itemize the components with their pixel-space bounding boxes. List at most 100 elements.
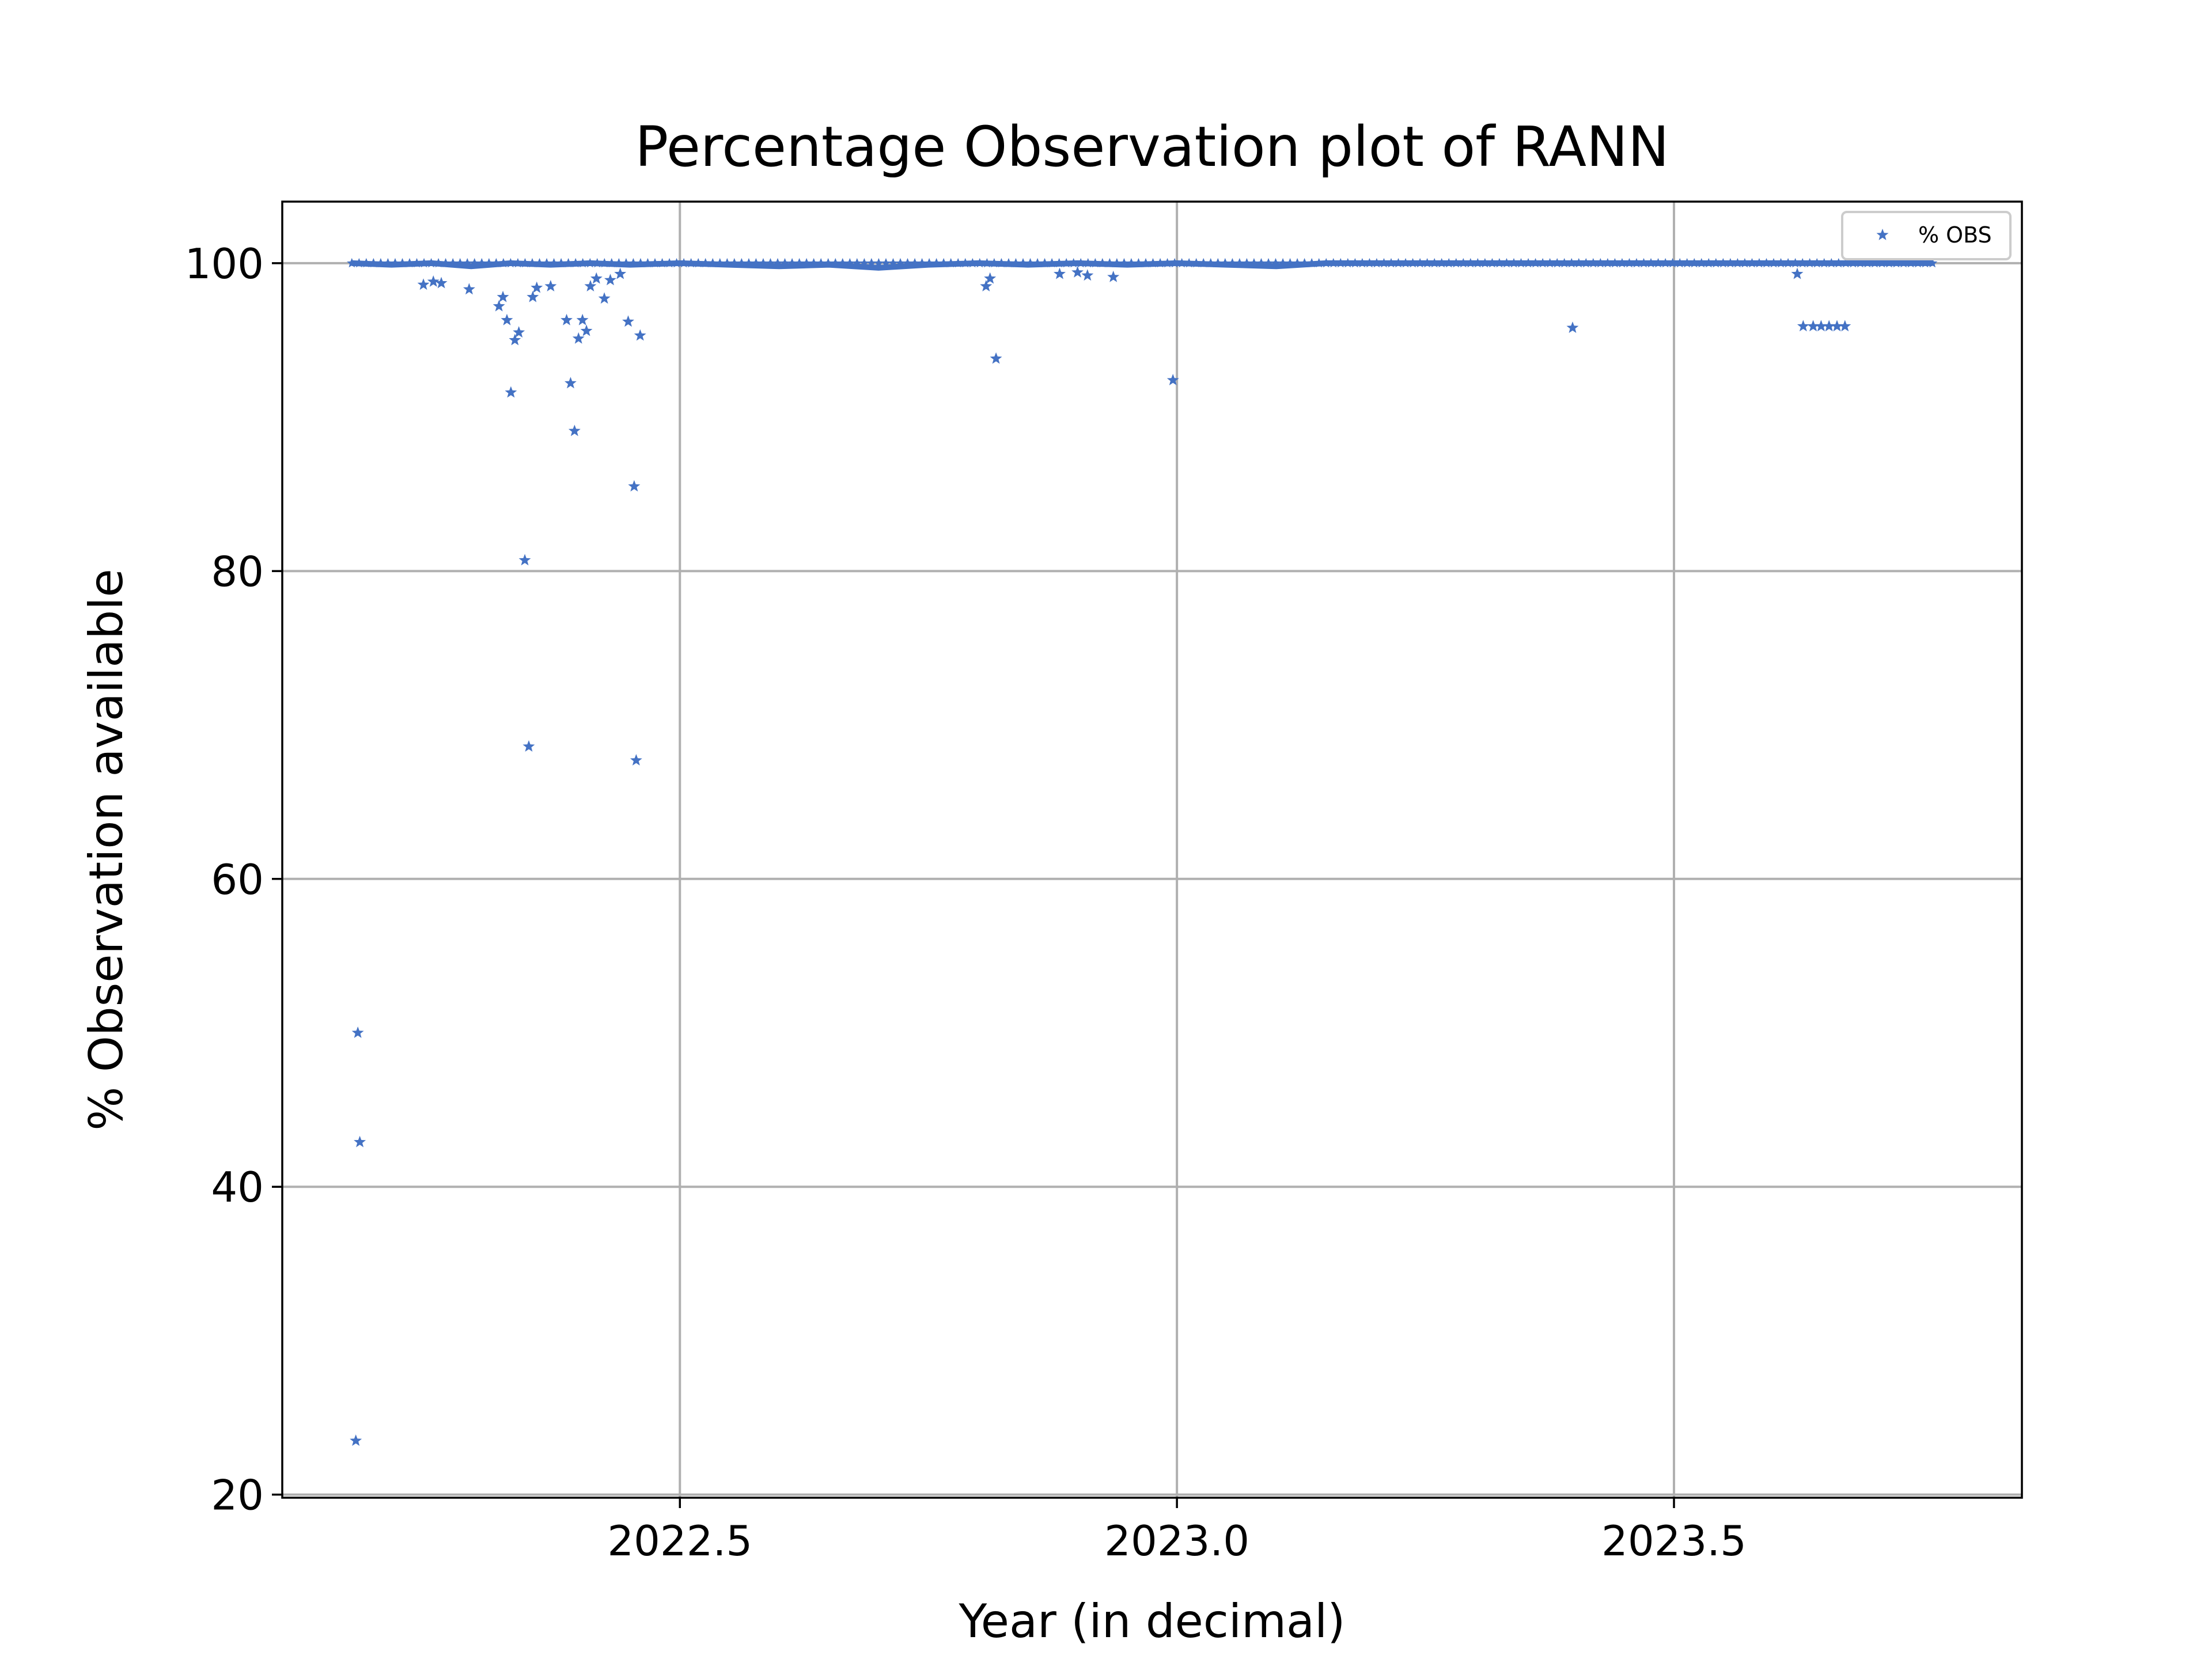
baseline-point [1480, 257, 1490, 268]
baseline-point [1869, 257, 1880, 268]
baseline-point [707, 257, 718, 268]
baseline-point [1083, 257, 1093, 268]
data-point [1791, 267, 1804, 279]
data-point [505, 386, 517, 398]
x-tick-label: 2022.5 [607, 1517, 752, 1565]
baseline-point [1588, 257, 1599, 268]
data-point [565, 377, 577, 389]
baseline-point [1003, 257, 1014, 268]
baseline-point [844, 257, 855, 268]
baseline-point [491, 257, 501, 268]
baseline-point [1018, 257, 1028, 268]
baseline-point [679, 257, 689, 268]
baseline-point [412, 257, 422, 268]
baseline-point [1855, 257, 1865, 268]
baseline-point [1494, 257, 1505, 268]
baseline-point [1776, 257, 1786, 268]
baseline-point [1689, 257, 1699, 268]
baseline-point [354, 257, 364, 268]
baseline-point [1552, 257, 1562, 268]
baseline-point [1306, 257, 1317, 268]
baseline-point [505, 257, 516, 268]
baseline-point [1603, 257, 1613, 268]
baseline-point [441, 257, 451, 268]
x-axis: 2022.5 2023.0 2023.5 [607, 1498, 1747, 1565]
baseline-point [672, 257, 682, 268]
baseline-point [563, 257, 574, 268]
baseline-point [1213, 257, 1223, 268]
baseline-point [1141, 257, 1151, 268]
baseline-point [1198, 257, 1209, 268]
baseline-point [859, 257, 869, 268]
baseline-point [1509, 257, 1519, 268]
data-point [1815, 320, 1827, 332]
baseline-point [1047, 257, 1057, 268]
baseline-point [1559, 257, 1570, 268]
baseline-point [1054, 257, 1065, 268]
data-point [584, 280, 597, 291]
data-point [501, 313, 513, 325]
data-point [350, 1434, 362, 1446]
baseline-point [772, 257, 783, 268]
baseline-point [613, 257, 624, 268]
baseline-point [903, 257, 913, 268]
baseline-point [549, 257, 559, 268]
baseline-point [1531, 257, 1541, 268]
baseline-point [1848, 257, 1858, 268]
baseline-point [1069, 257, 1079, 268]
baseline-point [1321, 257, 1331, 268]
baseline-point [541, 257, 552, 268]
baseline-point [1891, 257, 1902, 268]
baseline-point [1595, 257, 1605, 268]
baseline-point [816, 257, 826, 268]
baseline-point [758, 257, 768, 268]
baseline-point [1516, 257, 1527, 268]
baseline-point [1747, 257, 1757, 268]
baseline-point [1631, 257, 1642, 268]
baseline-point [1032, 257, 1043, 268]
baseline-point [1624, 257, 1634, 268]
baseline-point [513, 257, 523, 268]
data-point [568, 425, 581, 437]
baseline-point [1906, 257, 1916, 268]
baseline-point [1343, 257, 1353, 268]
baseline-point [1040, 257, 1050, 268]
data-point [531, 281, 543, 293]
baseline-point [1537, 257, 1548, 268]
baseline-point [1913, 257, 1923, 268]
baseline-point [455, 257, 465, 268]
baseline-point [535, 257, 545, 268]
baseline-point [585, 257, 595, 268]
baseline-point [1451, 257, 1461, 268]
baseline-point [1703, 257, 1714, 268]
baseline-point [599, 257, 609, 268]
chart-title: Percentage Observation plot of RANN [635, 115, 1669, 179]
baseline-point [1285, 257, 1296, 268]
baseline-point [1133, 257, 1143, 268]
baseline-point [1740, 257, 1750, 268]
baseline-point [469, 257, 480, 268]
data-point [1807, 320, 1820, 332]
baseline-point [1783, 257, 1793, 268]
baseline-point [982, 257, 992, 268]
data-point [628, 480, 641, 492]
baseline-point [1278, 257, 1288, 268]
data-point [572, 332, 585, 344]
data-point [1054, 267, 1066, 279]
baseline-point [1617, 257, 1627, 268]
data-point [614, 267, 627, 279]
baseline-point [1220, 257, 1230, 268]
baseline-point [1696, 257, 1707, 268]
data-point [1831, 320, 1843, 332]
baseline-point [910, 257, 920, 268]
legend-star [1876, 229, 1889, 240]
baseline-point [347, 257, 357, 268]
data-point [990, 352, 1002, 364]
baseline-point [1025, 257, 1036, 268]
baseline-point [1465, 257, 1476, 268]
baseline-point [1653, 257, 1664, 268]
data-point [417, 278, 430, 290]
baseline-point [794, 257, 805, 268]
